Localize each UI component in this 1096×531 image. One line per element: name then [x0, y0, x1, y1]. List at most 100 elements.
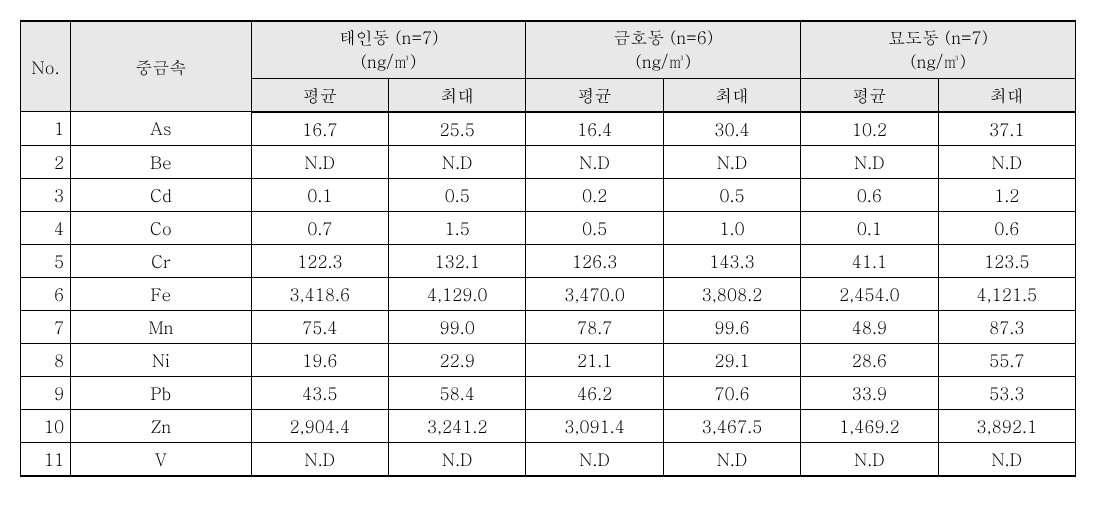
cell-metal: Co	[71, 211, 252, 244]
table-row: 6Fe3,418.64,129.03,470.03,808.22,454.04,…	[21, 277, 1076, 310]
cell-value: N.D	[938, 442, 1075, 476]
group-0-title: 태인동 (n=7)	[339, 25, 439, 49]
cell-no: 11	[21, 442, 71, 476]
header-group-0: 태인동 (n=7) (ng/㎥)	[251, 21, 526, 78]
cell-value: 0.7	[251, 211, 388, 244]
cell-value: 22.9	[389, 343, 526, 376]
header-metal: 중금속	[71, 21, 252, 112]
cell-value: 19.6	[251, 343, 388, 376]
cell-value: 3,091.4	[526, 409, 663, 442]
header-g1-avg: 평균	[526, 78, 663, 112]
cell-value: N.D	[663, 145, 800, 178]
header-g2-avg: 평균	[801, 78, 938, 112]
cell-value: N.D	[526, 145, 663, 178]
cell-value: 3,467.5	[663, 409, 800, 442]
cell-metal: Fe	[71, 277, 252, 310]
cell-value: 0.1	[251, 178, 388, 211]
cell-value: 132.1	[389, 244, 526, 277]
header-g1-max: 최대	[663, 78, 800, 112]
cell-metal: Zn	[71, 409, 252, 442]
cell-no: 2	[21, 145, 71, 178]
cell-value: 25.5	[389, 112, 526, 146]
group-0-unit: (ng/㎥)	[361, 49, 417, 73]
cell-value: 43.5	[251, 376, 388, 409]
cell-metal: Cr	[71, 244, 252, 277]
cell-value: 99.6	[663, 310, 800, 343]
cell-value: 37.1	[938, 112, 1075, 146]
table-row: 4Co0.71.50.51.00.10.6	[21, 211, 1076, 244]
cell-value: 126.3	[526, 244, 663, 277]
cell-no: 9	[21, 376, 71, 409]
cell-value: 4,129.0	[389, 277, 526, 310]
table-row: 8Ni19.622.921.129.128.655.7	[21, 343, 1076, 376]
cell-value: 1.0	[663, 211, 800, 244]
header-group-2: 묘도동 (n=7) (ng/㎥)	[801, 21, 1076, 78]
cell-metal: Cd	[71, 178, 252, 211]
cell-value: 0.5	[526, 211, 663, 244]
cell-value: 122.3	[251, 244, 388, 277]
cell-value: 99.0	[389, 310, 526, 343]
cell-value: 0.6	[801, 178, 938, 211]
cell-value: 75.4	[251, 310, 388, 343]
header-g0-max: 최대	[389, 78, 526, 112]
cell-value: N.D	[938, 145, 1075, 178]
cell-value: 55.7	[938, 343, 1075, 376]
cell-value: 1,469.2	[801, 409, 938, 442]
group-1-title: 금호동 (n=6)	[613, 25, 713, 49]
cell-value: N.D	[389, 145, 526, 178]
header-group-1: 금호동 (n=6) (ng/㎥)	[526, 21, 801, 78]
cell-value: N.D	[526, 442, 663, 476]
cell-value: 0.1	[801, 211, 938, 244]
cell-value: 123.5	[938, 244, 1075, 277]
heavy-metal-table: No. 중금속 태인동 (n=7) (ng/㎥) 금호동 (n=6) (ng/㎥…	[20, 20, 1076, 477]
cell-value: 0.2	[526, 178, 663, 211]
cell-value: 0.5	[389, 178, 526, 211]
group-2-title: 묘도동 (n=7)	[888, 25, 988, 49]
header-no: No.	[21, 21, 71, 112]
cell-value: 46.2	[526, 376, 663, 409]
cell-value: 87.3	[938, 310, 1075, 343]
cell-value: 41.1	[801, 244, 938, 277]
cell-no: 3	[21, 178, 71, 211]
cell-no: 1	[21, 112, 71, 146]
cell-metal: Be	[71, 145, 252, 178]
cell-metal: As	[71, 112, 252, 146]
cell-value: 143.3	[663, 244, 800, 277]
cell-value: 70.6	[663, 376, 800, 409]
cell-no: 8	[21, 343, 71, 376]
table-row: 9Pb43.558.446.270.633.953.3	[21, 376, 1076, 409]
cell-value: 29.1	[663, 343, 800, 376]
cell-value: 53.3	[938, 376, 1075, 409]
cell-value: N.D	[251, 145, 388, 178]
cell-value: N.D	[389, 442, 526, 476]
cell-value: 3,470.0	[526, 277, 663, 310]
cell-no: 5	[21, 244, 71, 277]
cell-metal: Mn	[71, 310, 252, 343]
cell-value: 16.4	[526, 112, 663, 146]
cell-value: 28.6	[801, 343, 938, 376]
cell-value: N.D	[801, 145, 938, 178]
cell-value: N.D	[801, 442, 938, 476]
cell-value: 1.2	[938, 178, 1075, 211]
group-1-unit: (ng/㎥)	[635, 49, 691, 73]
cell-value: 3,808.2	[663, 277, 800, 310]
cell-value: 78.7	[526, 310, 663, 343]
cell-metal: V	[71, 442, 252, 476]
cell-value: 58.4	[389, 376, 526, 409]
cell-metal: Pb	[71, 376, 252, 409]
cell-value: 2,454.0	[801, 277, 938, 310]
cell-value: 3,418.6	[251, 277, 388, 310]
table-row: 2BeN.DN.DN.DN.DN.DN.D	[21, 145, 1076, 178]
cell-no: 4	[21, 211, 71, 244]
cell-metal: Ni	[71, 343, 252, 376]
table-row: 7Mn75.499.078.799.648.987.3	[21, 310, 1076, 343]
cell-value: 4,121.5	[938, 277, 1075, 310]
table-row: 11VN.DN.DN.DN.DN.DN.D	[21, 442, 1076, 476]
table-row: 10Zn2,904.43,241.23,091.43,467.51,469.23…	[21, 409, 1076, 442]
cell-value: 16.7	[251, 112, 388, 146]
cell-value: 3,892.1	[938, 409, 1075, 442]
cell-no: 6	[21, 277, 71, 310]
table-header: No. 중금속 태인동 (n=7) (ng/㎥) 금호동 (n=6) (ng/㎥…	[21, 21, 1076, 112]
cell-value: 0.6	[938, 211, 1075, 244]
cell-value: 21.1	[526, 343, 663, 376]
